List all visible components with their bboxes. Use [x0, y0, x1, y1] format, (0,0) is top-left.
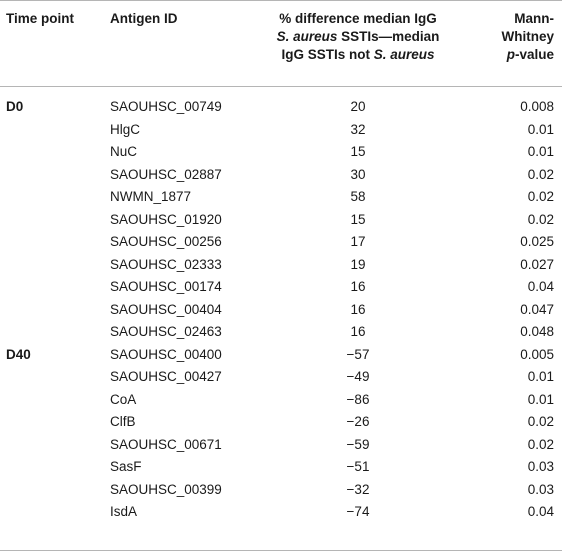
p-value-cell: 0.02 [527, 189, 554, 204]
time-point-cell: D0 [6, 99, 24, 114]
p-value-cell: 0.02 [527, 414, 554, 429]
header-pval-line-1: Mann- [514, 11, 554, 26]
antigen-id-cell: SAOUHSC_00427 [110, 369, 222, 384]
p-value-cell: 0.005 [520, 346, 554, 362]
p-value-cell: 0.025 [520, 234, 554, 249]
table-row: SAOUHSC_00256 17 0.025 [0, 231, 562, 254]
p-value-cell: 0.03 [527, 459, 554, 474]
antigen-id-cell: SAOUHSC_00671 [110, 436, 222, 452]
p-value-cell: 0.04 [527, 279, 554, 294]
percent-difference-cell: 16 [350, 301, 366, 317]
header-pval-line-2: Whitney [501, 29, 555, 44]
header-time-point: Time point [6, 11, 75, 26]
table-row: D40 SAOUHSC_00400 −57 0.005 [0, 344, 562, 367]
p-value-cell: 0.01 [527, 369, 554, 384]
table-row: HlgC 32 0.01 [0, 119, 562, 142]
table-row: SAOUHSC_00671 −59 0.02 [0, 434, 562, 457]
percent-difference-cell: 15 [350, 211, 366, 227]
percent-difference-cell: 15 [350, 144, 366, 159]
p-value-cell: 0.01 [527, 144, 554, 159]
p-value-cell: 0.008 [520, 99, 554, 114]
p-value-cell: 0.048 [520, 324, 554, 339]
p-value-cell: 0.01 [527, 121, 554, 137]
antigen-id-cell: SAOUHSC_00749 [110, 99, 222, 114]
percent-difference-cell: −32 [346, 481, 370, 497]
antigen-id-cell: SAOUHSC_02333 [110, 256, 222, 272]
header-diff-line-2: S. aureus SSTIs—median [246, 28, 470, 46]
antigen-id-cell: ClfB [110, 414, 136, 429]
antigen-id-cell: SAOUHSC_02463 [110, 324, 222, 339]
percent-difference-cell: 30 [350, 166, 366, 182]
antigen-id-cell: SAOUHSC_01920 [110, 211, 222, 227]
header-percent-difference: % difference median IgG S. aureus SSTIs—… [246, 10, 470, 64]
percent-difference-cell: −49 [346, 369, 370, 384]
table-row: SAOUHSC_00427 −49 0.01 [0, 366, 562, 389]
header-diff-line-2-rest: SSTIs—median [337, 29, 440, 44]
antigen-id-cell: SAOUHSC_00174 [110, 279, 222, 294]
antigen-id-cell: IsdA [110, 504, 138, 519]
p-value-cell: 0.047 [520, 301, 554, 317]
antigen-id-cell: SAOUHSC_00400 [110, 346, 222, 362]
antigen-id-cell: SAOUHSC_00399 [110, 481, 222, 497]
percent-difference-cell: 16 [350, 279, 366, 294]
header-diff-line-1: % difference median IgG [279, 11, 437, 26]
antigen-id-cell: HlgC [110, 121, 141, 137]
percent-difference-cell: −86 [346, 391, 370, 407]
percent-difference-cell: 32 [350, 121, 366, 137]
table-row: SasF −51 0.03 [0, 456, 562, 479]
table-row: SAOUHSC_00174 16 0.04 [0, 276, 562, 299]
header-rule [0, 86, 562, 87]
header-diff-line-2-italic: S. aureus [276, 29, 338, 44]
antigen-id-cell: SAOUHSC_00256 [110, 234, 222, 249]
p-value-cell: 0.02 [527, 166, 554, 182]
percent-difference-cell: −74 [346, 504, 370, 519]
header-mann-whitney-p-value: Mann- Whitney p-value [458, 10, 555, 64]
table-row: SAOUHSC_00404 16 0.047 [0, 299, 562, 322]
antigen-id-cell: CoA [110, 391, 137, 407]
table-row: D0 SAOUHSC_00749 20 0.008 [0, 96, 562, 119]
table-row: CoA −86 0.01 [0, 389, 562, 412]
antigen-id-cell: NWMN_1877 [110, 189, 192, 204]
time-point-cell: D40 [6, 346, 31, 362]
table-row: ClfB −26 0.02 [0, 411, 562, 434]
table-row: SAOUHSC_02333 19 0.027 [0, 254, 562, 277]
antigen-id-cell: NuC [110, 144, 138, 159]
table-row: IsdA −74 0.04 [0, 501, 562, 524]
header-pval-line-3: p-value [458, 46, 554, 64]
percent-difference-cell: −51 [346, 459, 370, 474]
antigen-id-cell: SAOUHSC_02887 [110, 166, 222, 182]
p-value-cell: 0.02 [527, 211, 554, 227]
antigen-id-cell: SAOUHSC_00404 [110, 301, 222, 317]
table-row: SAOUHSC_00399 −32 0.03 [0, 479, 562, 502]
percent-difference-cell: 58 [350, 189, 366, 204]
percent-difference-cell: 20 [350, 99, 366, 114]
table-row: SAOUHSC_01920 15 0.02 [0, 209, 562, 232]
p-value-cell: 0.027 [520, 256, 554, 272]
table-row: SAOUHSC_02887 30 0.02 [0, 164, 562, 187]
p-value-cell: 0.04 [527, 504, 554, 519]
percent-difference-cell: −26 [346, 414, 370, 429]
top-rule [0, 0, 562, 1]
p-value-cell: 0.01 [527, 391, 554, 407]
percent-difference-cell: 19 [350, 256, 366, 272]
table-row: SAOUHSC_02463 16 0.048 [0, 321, 562, 344]
table-row: NWMN_1877 58 0.02 [0, 186, 562, 209]
header-diff-line-3-pre: IgG SSTIs not [281, 47, 374, 62]
table-body: D0 SAOUHSC_00749 20 0.008 HlgC 32 0.01 NuC 15 0.0… [0, 96, 562, 524]
antigen-id-cell: SasF [110, 459, 142, 474]
header-diff-line-3: IgG SSTIs not S. aureus [246, 46, 470, 64]
table-row: NuC 15 0.01 [0, 141, 562, 164]
percent-difference-cell: −59 [346, 436, 370, 452]
header-antigen-id: Antigen ID [110, 11, 178, 26]
header-pval-line-3-rest: -value [514, 47, 554, 62]
percent-difference-cell: −57 [346, 346, 370, 362]
p-value-cell: 0.03 [527, 481, 554, 497]
percent-difference-cell: 16 [350, 324, 366, 339]
header-diff-line-3-italic: S. aureus [373, 47, 435, 62]
percent-difference-cell: 17 [350, 234, 366, 249]
header-pval-line-3-italic: p [506, 47, 515, 62]
p-value-cell: 0.02 [527, 436, 554, 452]
